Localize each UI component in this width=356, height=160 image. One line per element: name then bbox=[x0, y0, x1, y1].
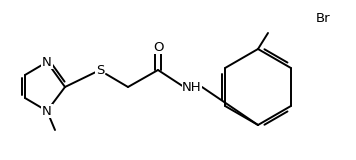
Text: S: S bbox=[96, 64, 104, 76]
Text: N: N bbox=[42, 56, 52, 68]
Text: N: N bbox=[42, 104, 52, 117]
Text: Br: Br bbox=[316, 12, 331, 24]
Text: O: O bbox=[153, 40, 163, 53]
Text: NH: NH bbox=[182, 80, 202, 93]
